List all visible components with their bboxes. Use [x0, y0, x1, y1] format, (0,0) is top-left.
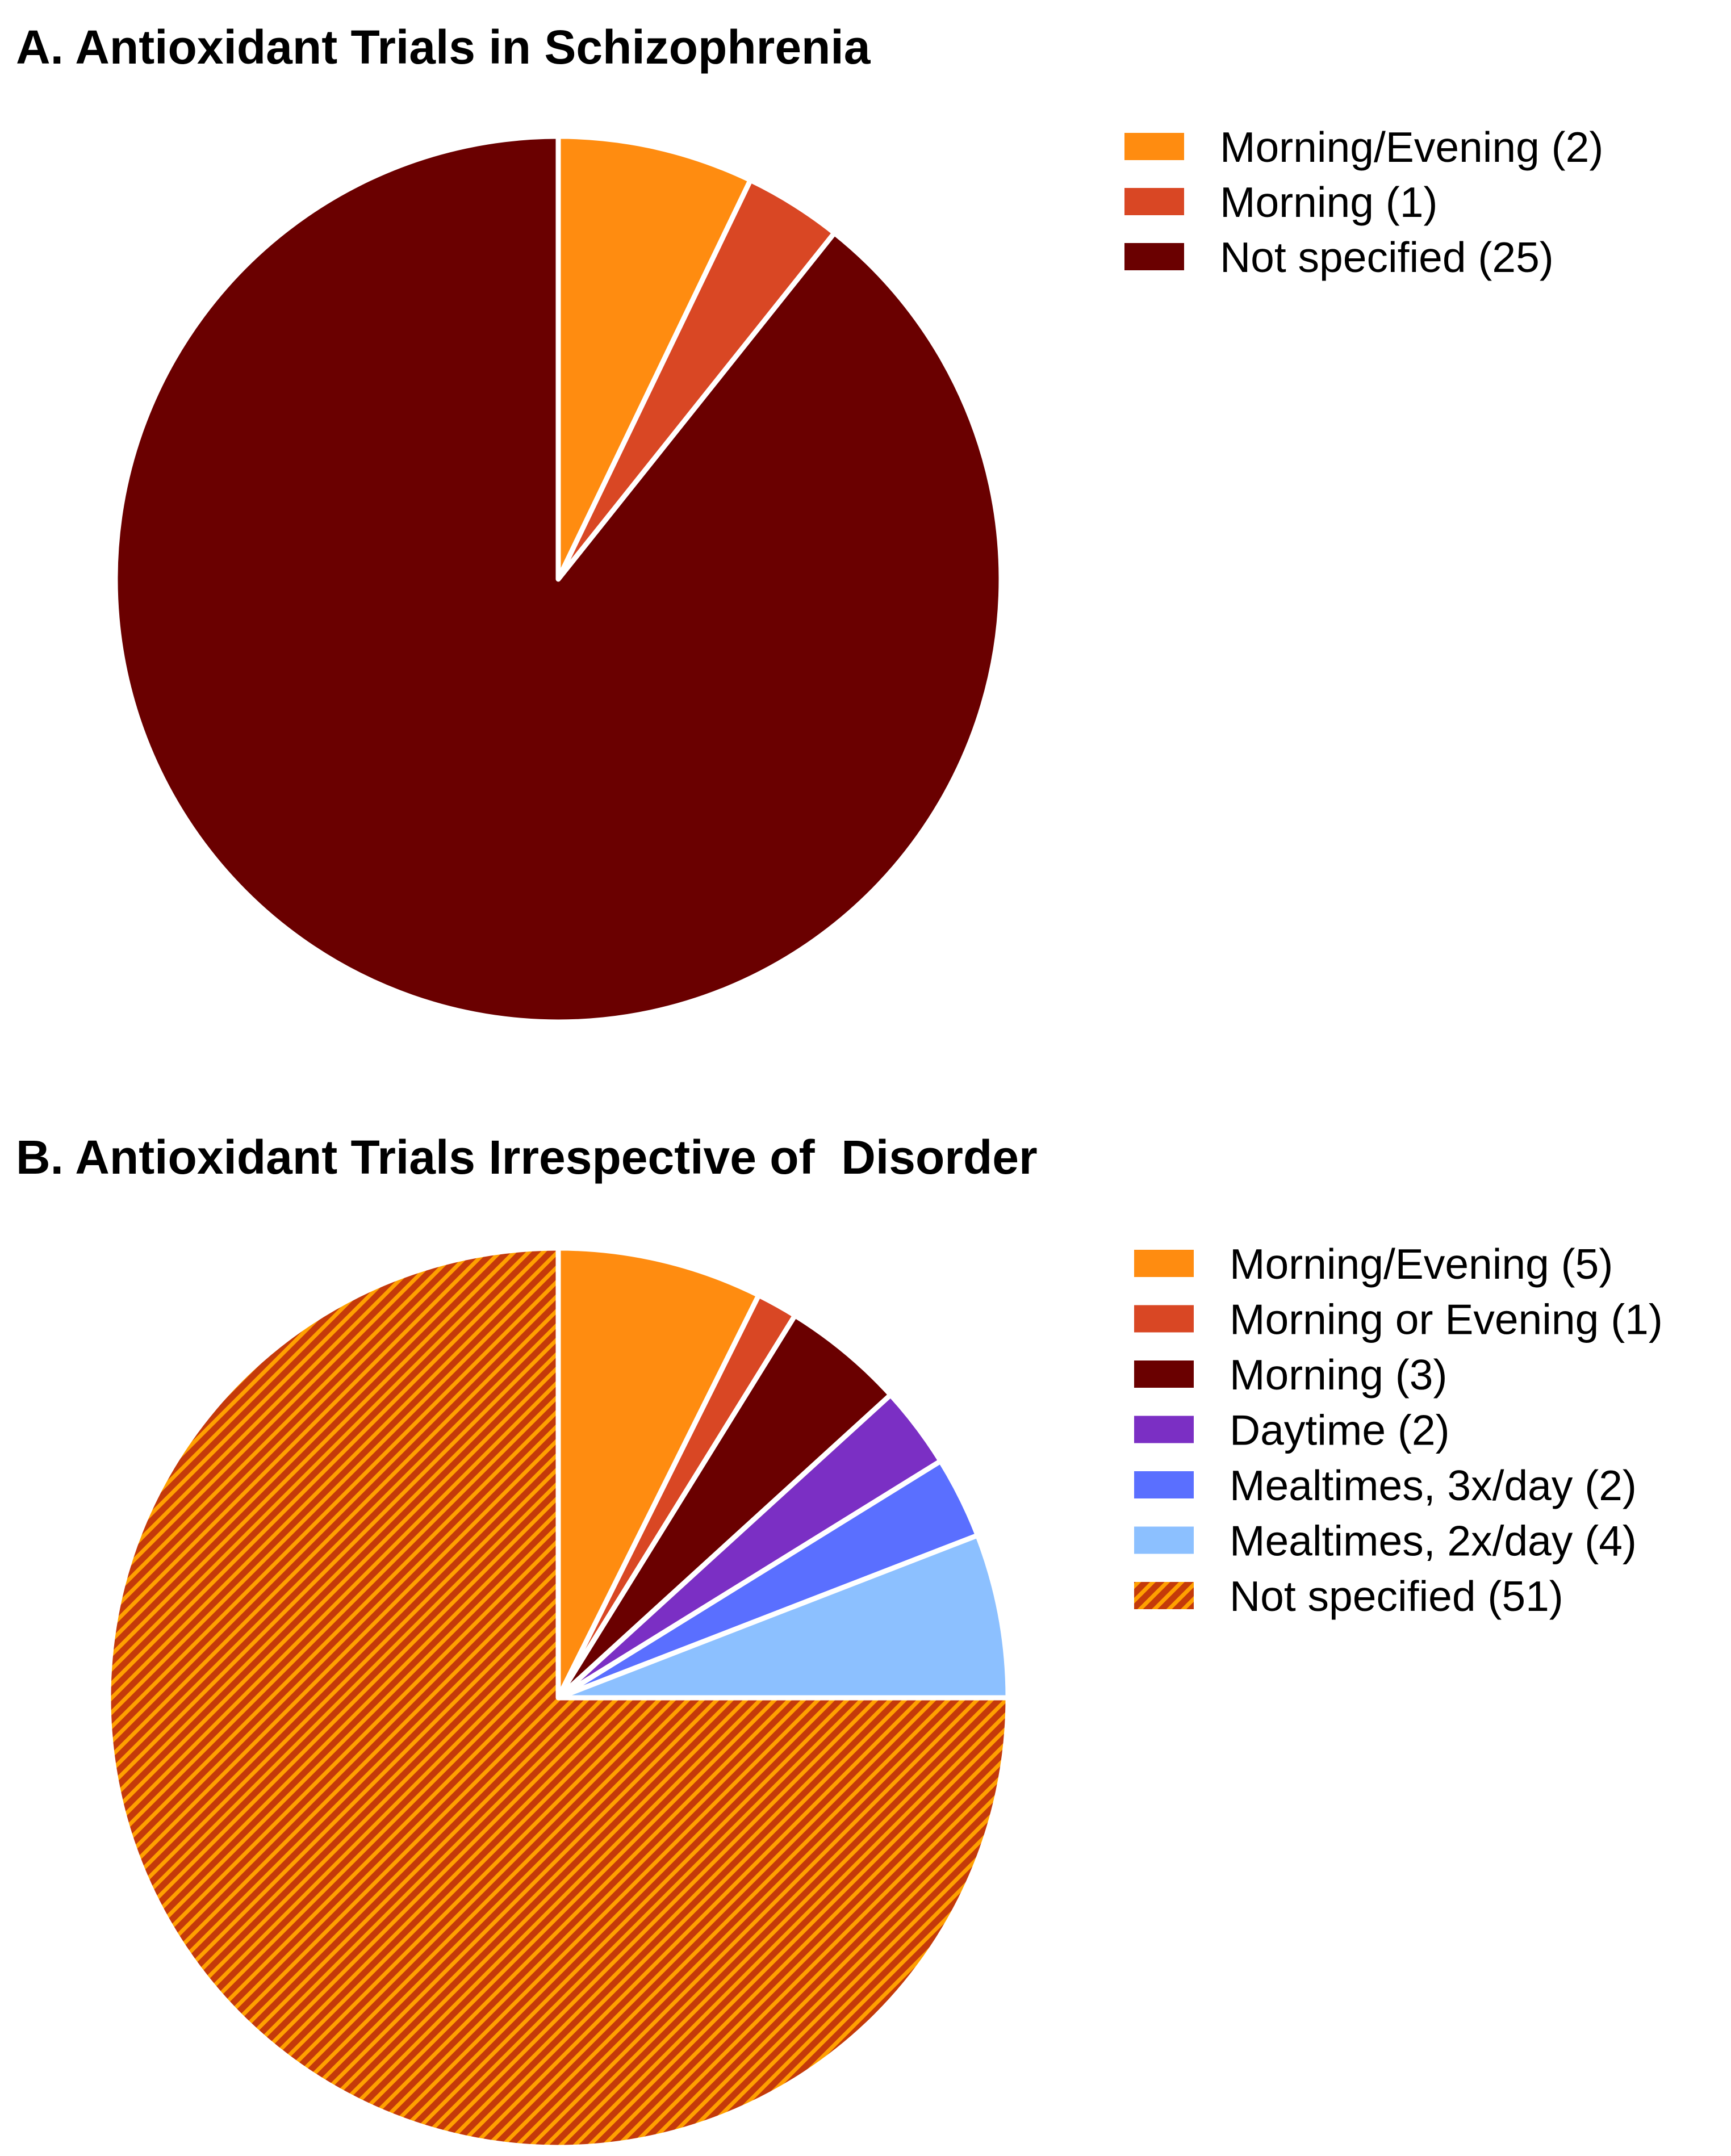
pie-b-slice-5: [555, 1533, 1011, 1701]
legend-b-swatch-4: [1134, 1471, 1194, 1498]
legend-a-label-2: Not specified (25): [1220, 233, 1554, 281]
pie-b-slice-6: [106, 1245, 1011, 2150]
pie-b-slice-0: [555, 1245, 762, 1701]
legend-a-label-0: Morning/Evening (2): [1220, 123, 1603, 171]
legend-a-swatch-2: [1124, 243, 1184, 270]
legend-b-label-2: Morning (3): [1230, 1351, 1447, 1399]
legend-b-label-6: Not specified (51): [1230, 1572, 1563, 1620]
panel-b-title: B. Antioxidant Trials Irrespective of Di…: [16, 1131, 1038, 1184]
legend-b-swatch-6: [1134, 1582, 1194, 1609]
legend-b-swatch-0: [1134, 1250, 1194, 1277]
pie-a-slice-0: [555, 133, 753, 582]
panel-a: A. Antioxidant Trials in Schizophrenia M…: [16, 20, 1603, 1025]
legend-a-label-1: Morning (1): [1220, 178, 1437, 226]
panel-b: B. Antioxidant Trials Irrespective of Di…: [16, 1131, 1663, 2150]
legend-b-swatch-1: [1134, 1305, 1194, 1333]
pie-b: [106, 1245, 1011, 2150]
pie-a: [112, 133, 1004, 1025]
legend-b-swatch-3: [1134, 1416, 1194, 1443]
legend-a: Morning/Evening (2) Morning (1) Not specif…: [1124, 123, 1603, 281]
legend-b-swatch-2: [1134, 1360, 1194, 1388]
legend-b-label-5: Mealtimes, 2x/day (4): [1230, 1517, 1637, 1565]
legend-b-label-0: Morning/Evening (5): [1230, 1240, 1613, 1288]
legend-b-label-3: Daytime (2): [1230, 1406, 1450, 1454]
legend-b-label-4: Mealtimes, 3x/day (2): [1230, 1462, 1637, 1509]
legend-b-label-1: Morning or Evening (1): [1230, 1296, 1663, 1343]
panel-a-title: A. Antioxidant Trials in Schizophrenia: [16, 20, 871, 74]
legend-b: Morning/Evening (5) Morning or Evening (1…: [1134, 1240, 1663, 1620]
legend-b-swatch-5: [1134, 1526, 1194, 1554]
legend-a-swatch-1: [1124, 188, 1184, 215]
legend-a-swatch-0: [1124, 133, 1184, 160]
pie-b-slice-2: [555, 1313, 893, 1701]
pie-a-slice-2: [112, 133, 1004, 1025]
